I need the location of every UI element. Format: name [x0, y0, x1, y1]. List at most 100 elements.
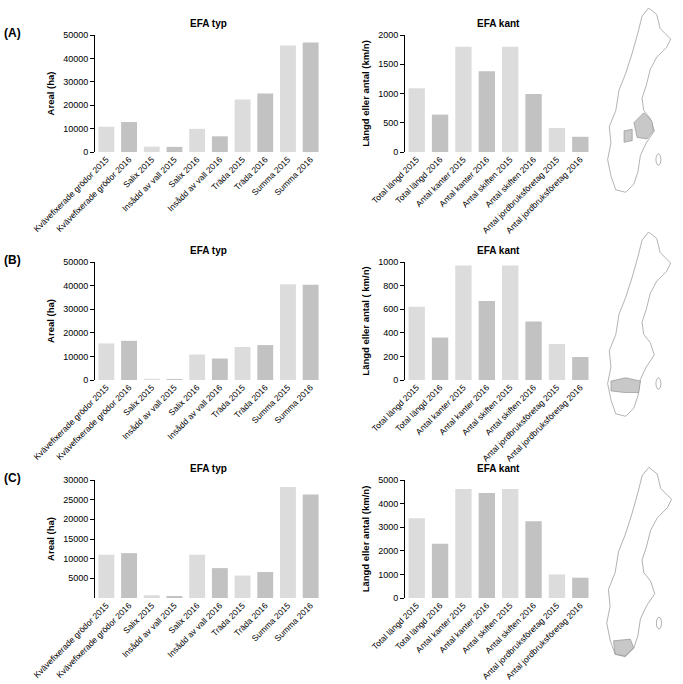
- svg-text:50000: 50000: [63, 30, 88, 40]
- svg-text:Antal skiften 2016: Antal skiften 2016: [483, 600, 538, 655]
- svg-text:40000: 40000: [63, 54, 88, 64]
- svg-text:Längd eller antal (km/n): Längd eller antal (km/n): [360, 486, 371, 593]
- svg-text:Summa 2016: Summa 2016: [272, 154, 315, 197]
- svg-text:Antal skiften 2016: Antal skiften 2016: [483, 154, 538, 209]
- svg-text:30000: 30000: [63, 475, 88, 485]
- svg-text:Träda 2016: Träda 2016: [232, 382, 270, 420]
- svg-text:Total längd 2016: Total längd 2016: [393, 154, 444, 205]
- svg-text:Areal (ha): Areal (ha): [45, 517, 56, 561]
- svg-text:Salix 2016: Salix 2016: [166, 600, 201, 635]
- svg-text:0: 0: [393, 147, 398, 157]
- svg-text:Total längd 2015: Total längd 2015: [370, 600, 421, 651]
- svg-text:0: 0: [393, 593, 398, 603]
- svg-text:Träda 2015: Träda 2015: [209, 154, 247, 192]
- svg-text:Areal (ha): Areal (ha): [45, 299, 56, 343]
- svg-text:4000: 4000: [378, 499, 398, 509]
- svg-text:40000: 40000: [63, 281, 88, 291]
- svg-text:5000: 5000: [378, 475, 398, 485]
- svg-text:Summa 2015: Summa 2015: [250, 154, 293, 197]
- svg-text:EFA typ: EFA typ: [190, 18, 227, 29]
- svg-text:Kvävefixerade grödor 2015: Kvävefixerade grödor 2015: [32, 382, 111, 461]
- svg-text:Summa 2016: Summa 2016: [272, 382, 315, 425]
- svg-text:Antal kanter 2015: Antal kanter 2015: [414, 382, 468, 436]
- svg-text:Antal jordbruksföretag 2015: Antal jordbruksföretag 2015: [480, 600, 561, 681]
- svg-text:Antal kanter 2016: Antal kanter 2016: [437, 600, 491, 654]
- svg-text:1500: 1500: [378, 59, 398, 69]
- svg-text:Insådd av vall 2015: Insådd av vall 2015: [120, 154, 179, 213]
- svg-text:0: 0: [83, 375, 88, 385]
- svg-text:Total längd 2015: Total längd 2015: [370, 382, 421, 433]
- svg-text:Antal kanter 2015: Antal kanter 2015: [414, 600, 468, 654]
- svg-text:Summa 2016: Summa 2016: [272, 600, 315, 643]
- svg-text:Antal skiften 2015: Antal skiften 2015: [460, 154, 515, 209]
- svg-text:2000: 2000: [378, 546, 398, 556]
- svg-text:20000: 20000: [63, 328, 88, 338]
- svg-text:Antal jordbruksföretag 2015: Antal jordbruksföretag 2015: [480, 154, 561, 235]
- svg-text:Insådd av vall 2016: Insådd av vall 2016: [165, 382, 224, 441]
- svg-text:10000: 10000: [63, 124, 88, 134]
- svg-text:Insådd av vall 2016: Insådd av vall 2016: [165, 154, 224, 213]
- svg-text:Total längd 2016: Total längd 2016: [393, 382, 444, 433]
- svg-text:Kvävefixerade grödor 2016: Kvävefixerade grödor 2016: [54, 154, 133, 233]
- svg-text:Träda 2016: Träda 2016: [232, 154, 270, 192]
- svg-text:EFA kant: EFA kant: [477, 18, 520, 29]
- svg-text:Antal jordbruksföretag 2016: Antal jordbruksföretag 2016: [504, 382, 585, 463]
- svg-text:(A): (A): [4, 26, 21, 40]
- svg-text:Total längd 2015: Total längd 2015: [370, 154, 421, 205]
- svg-text:Antal kanter 2016: Antal kanter 2016: [437, 382, 491, 436]
- svg-text:3000: 3000: [378, 522, 398, 532]
- svg-text:Antal skiften 2015: Antal skiften 2015: [460, 382, 515, 437]
- svg-text:Kvävefixerade grödor 2015: Kvävefixerade grödor 2015: [32, 600, 111, 679]
- svg-text:Insådd av vall 2016: Insådd av vall 2016: [165, 600, 224, 659]
- svg-text:Kvävefixerade grödor 2016: Kvävefixerade grödor 2016: [54, 382, 133, 461]
- svg-text:400: 400: [383, 328, 398, 338]
- svg-text:600: 600: [383, 304, 398, 314]
- svg-text:10000: 10000: [63, 352, 88, 362]
- svg-text:Salix 2015: Salix 2015: [121, 154, 156, 189]
- svg-text:800: 800: [383, 281, 398, 291]
- svg-text:Träda 2015: Träda 2015: [209, 382, 247, 420]
- svg-text:Kvävefixerade grödor 2015: Kvävefixerade grödor 2015: [32, 154, 111, 233]
- svg-text:0: 0: [83, 147, 88, 157]
- svg-text:Längd eller antal (km/n): Längd eller antal (km/n): [360, 40, 371, 147]
- svg-text:1000: 1000: [378, 257, 398, 267]
- svg-text:Antal kanter 2016: Antal kanter 2016: [437, 154, 491, 208]
- svg-text:Antal jordbruksföretag 2015: Antal jordbruksföretag 2015: [480, 382, 561, 463]
- svg-text:Antal jordbruksföretag 2016: Antal jordbruksföretag 2016: [504, 154, 585, 235]
- svg-text:Insådd av vall 2015: Insådd av vall 2015: [120, 382, 179, 441]
- svg-text:EFA typ: EFA typ: [190, 245, 227, 256]
- svg-text:20000: 20000: [63, 514, 88, 524]
- svg-text:Summa 2015: Summa 2015: [250, 600, 293, 643]
- svg-text:1000: 1000: [378, 570, 398, 580]
- svg-text:Salix 2016: Salix 2016: [166, 382, 201, 417]
- svg-text:Salix 2015: Salix 2015: [121, 382, 156, 417]
- svg-text:Antal skiften 2016: Antal skiften 2016: [483, 382, 538, 437]
- svg-text:50000: 50000: [63, 257, 88, 267]
- svg-text:2000: 2000: [378, 30, 398, 40]
- svg-text:0: 0: [393, 375, 398, 385]
- svg-text:EFA kant: EFA kant: [477, 463, 520, 474]
- svg-text:Areal (ha): Areal (ha): [45, 72, 56, 116]
- svg-text:Antal skiften 2015: Antal skiften 2015: [460, 600, 515, 655]
- svg-text:Salix 2016: Salix 2016: [166, 154, 201, 189]
- svg-text:Träda 2015: Träda 2015: [209, 600, 247, 638]
- svg-text:Antal jordbruksföretag 2016: Antal jordbruksföretag 2016: [504, 600, 585, 681]
- svg-text:30000: 30000: [63, 304, 88, 314]
- svg-text:(B): (B): [4, 253, 21, 267]
- svg-text:Antal kanter 2015: Antal kanter 2015: [414, 154, 468, 208]
- svg-text:30000: 30000: [63, 77, 88, 87]
- svg-text:Total längd 2016: Total längd 2016: [393, 600, 444, 651]
- svg-text:20000: 20000: [63, 100, 88, 110]
- svg-text:10000: 10000: [63, 554, 88, 564]
- svg-text:500: 500: [383, 118, 398, 128]
- svg-text:Insådd av vall 2015: Insådd av vall 2015: [120, 600, 179, 659]
- svg-text:15000: 15000: [63, 534, 88, 544]
- svg-text:Kvävefixerade grödor 2016: Kvävefixerade grödor 2016: [54, 600, 133, 679]
- svg-text:1000: 1000: [378, 89, 398, 99]
- svg-text:Träda 2016: Träda 2016: [232, 600, 270, 638]
- svg-text:Längd eller antal ( km/n): Längd eller antal ( km/n): [360, 266, 371, 375]
- svg-text:200: 200: [383, 352, 398, 362]
- svg-text:EFA typ: EFA typ: [190, 463, 227, 474]
- svg-text:Salix 2015: Salix 2015: [121, 600, 156, 635]
- svg-text:25000: 25000: [63, 495, 88, 505]
